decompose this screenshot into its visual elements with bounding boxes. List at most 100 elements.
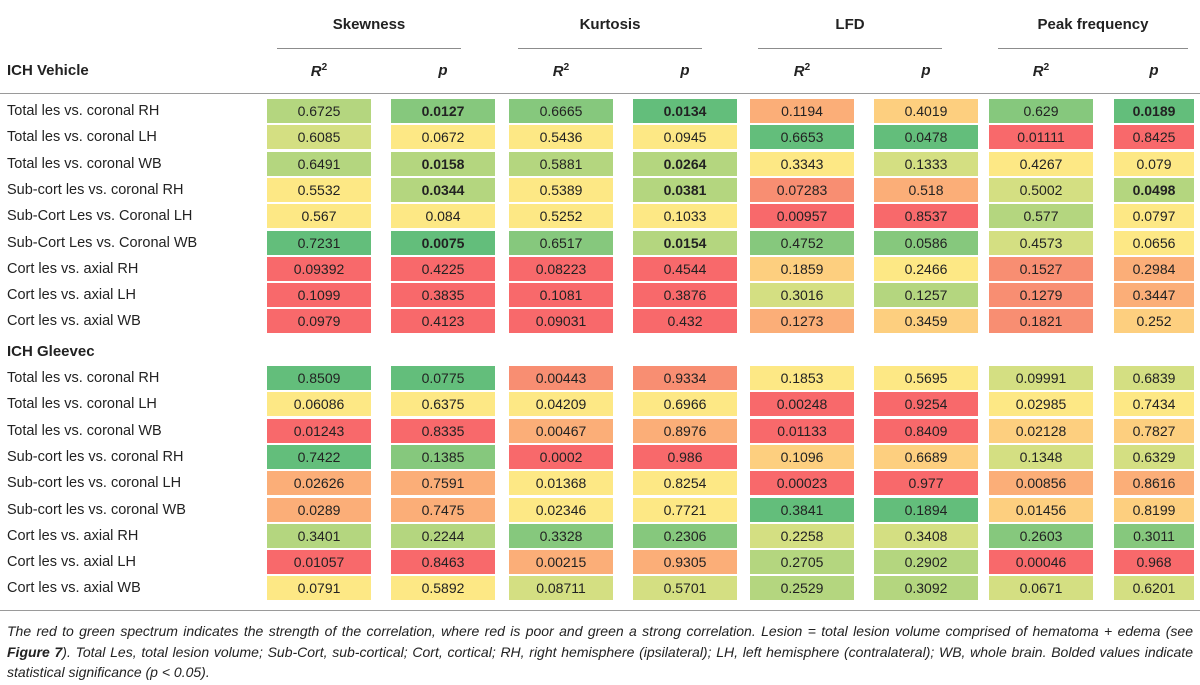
row-label: Cort les vs. axial WB [7, 313, 141, 330]
r2-value-cell: 0.2705 [750, 550, 854, 575]
column-header-p: p [391, 62, 495, 79]
r2-value-cell: 0.2603 [989, 523, 1093, 548]
p-value-cell: 0.0775 [391, 366, 495, 390]
p-value-cell: 0.432 [633, 309, 737, 334]
r2-value-cell: 0.00467 [509, 418, 613, 443]
p-value-cell: 0.1257 [874, 283, 978, 308]
p-value-cell: 0.9305 [633, 550, 737, 575]
column-header-r2: R2 [750, 62, 854, 80]
r2-value-cell: 0.09991 [989, 366, 1093, 390]
p-value-cell: 0.8199 [1114, 497, 1194, 522]
p-value-cell: 0.7827 [1114, 418, 1194, 443]
p-value-cell: 0.0264 [633, 151, 737, 176]
r2-value-cell: 0.3328 [509, 523, 613, 548]
row-label: Cort les vs. axial LH [7, 287, 136, 304]
r2-value-cell: 0.1821 [989, 309, 1093, 334]
p-value-cell: 0.1894 [874, 497, 978, 522]
column-header-p: p [633, 62, 737, 79]
p-value-cell: 0.0656 [1114, 230, 1194, 255]
r2-superscript: 2 [321, 62, 328, 73]
footnote-text-2: ). Total Les, total lesion volume; Sub-C… [7, 643, 1193, 681]
p-value-cell: 0.8976 [633, 418, 737, 443]
p-value-cell: 0.9334 [633, 366, 737, 390]
r2-value-cell: 0.1279 [989, 283, 1093, 308]
r2-value-cell: 0.2258 [750, 523, 854, 548]
row-label: Total les vs. coronal LH [7, 396, 157, 413]
group-rule-2 [518, 48, 702, 49]
p-value-cell: 0.8254 [633, 471, 737, 496]
p-value-cell: 0.4123 [391, 309, 495, 334]
p-value-cell: 0.0945 [633, 125, 737, 150]
r2-value-cell: 0.5389 [509, 177, 613, 202]
r2-value-cell: 0.00443 [509, 366, 613, 390]
p-value-cell: 0.8463 [391, 550, 495, 575]
p-value-cell: 0.1033 [633, 204, 737, 229]
column-header-r2: R2 [267, 62, 371, 80]
column-header-p: p [874, 62, 978, 79]
r2-value-cell: 0.5436 [509, 125, 613, 150]
p-value-cell: 0.7721 [633, 497, 737, 522]
footnote-figure-link[interactable]: Figure 7 [7, 643, 63, 660]
r2-superscript: 2 [1043, 62, 1050, 73]
r2-value-cell: 0.02985 [989, 392, 1093, 417]
r2-value-cell: 0.3841 [750, 497, 854, 522]
row-label: Sub-Cort Les vs. Coronal LH [7, 208, 193, 225]
p-value-cell: 0.3447 [1114, 283, 1194, 308]
p-value-cell: 0.1385 [391, 444, 495, 469]
r2-value-cell: 0.08711 [509, 576, 613, 601]
p-value-cell: 0.084 [391, 204, 495, 229]
r2-value-cell: 0.7231 [267, 230, 371, 255]
r2-value-cell: 0.1194 [750, 99, 854, 123]
p-value-cell: 0.2902 [874, 550, 978, 575]
r2-value-cell: 0.02346 [509, 497, 613, 522]
r2-value-cell: 0.6517 [509, 230, 613, 255]
r2-value-cell: 0.00957 [750, 204, 854, 229]
table-bottom-rule [0, 610, 1200, 611]
r2-value-cell: 0.09031 [509, 309, 613, 334]
group-title-3: LFD [835, 16, 865, 33]
p-value-cell: 0.2306 [633, 523, 737, 548]
p-value-cell: 0.0134 [633, 99, 737, 123]
group-rule-4 [998, 48, 1188, 49]
p-value-cell: 0.8335 [391, 418, 495, 443]
r2-value-cell: 0.1081 [509, 283, 613, 308]
p-value-cell: 0.977 [874, 471, 978, 496]
footnote-text-1: The red to green spectrum indicates the … [7, 623, 1193, 639]
r2-value-cell: 0.01133 [750, 418, 854, 443]
p-value-cell: 0.3011 [1114, 523, 1194, 548]
r2-value-cell: 0.5532 [267, 177, 371, 202]
p-label: p [438, 62, 448, 79]
r2-value-cell: 0.1348 [989, 444, 1093, 469]
p-value-cell: 0.6966 [633, 392, 737, 417]
r2-value-cell: 0.1853 [750, 366, 854, 390]
group-title-1: Skewness [332, 16, 406, 33]
p-value-cell: 0.0478 [874, 125, 978, 150]
r2-superscript: 2 [563, 62, 570, 73]
r2-value-cell: 0.01243 [267, 418, 371, 443]
p-value-cell: 0.986 [633, 444, 737, 469]
row-label: Sub-cort les vs. coronal LH [7, 475, 182, 492]
group-rule-3 [758, 48, 942, 49]
p-value-cell: 0.252 [1114, 309, 1194, 334]
p-value-cell: 0.4544 [633, 256, 737, 281]
r2-value-cell: 0.06086 [267, 392, 371, 417]
r2-value-cell: 0.5002 [989, 177, 1093, 202]
r2-value-cell: 0.0289 [267, 497, 371, 522]
p-value-cell: 0.8409 [874, 418, 978, 443]
section-title: ICH Vehicle [7, 62, 89, 79]
r2-value-cell: 0.00856 [989, 471, 1093, 496]
p-label: p [1149, 62, 1159, 79]
p-value-cell: 0.2244 [391, 523, 495, 548]
p-value-cell: 0.9254 [874, 392, 978, 417]
p-value-cell: 0.5695 [874, 366, 978, 390]
row-label: Sub-Cort Les vs. Coronal WB [7, 234, 198, 251]
p-value-cell: 0.0075 [391, 230, 495, 255]
r2-value-cell: 0.5881 [509, 151, 613, 176]
r2-value-cell: 0.1859 [750, 256, 854, 281]
p-value-cell: 0.7475 [391, 497, 495, 522]
p-value-cell: 0.3459 [874, 309, 978, 334]
r2-value-cell: 0.3343 [750, 151, 854, 176]
p-value-cell: 0.6839 [1114, 366, 1194, 390]
p-value-cell: 0.0498 [1114, 177, 1194, 202]
